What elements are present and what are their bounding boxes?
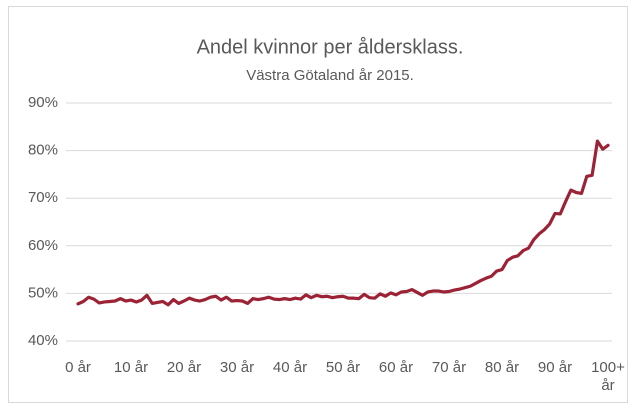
chart-subtitle: Västra Götaland år 2015. <box>246 67 414 84</box>
x-tick-label: 90 år <box>537 359 573 376</box>
x-tick-label: 10 år <box>113 359 149 376</box>
y-tick-label: 60% <box>28 237 58 254</box>
y-tick-label: 40% <box>28 332 58 349</box>
chart-title: Andel kvinnor per åldersklass. <box>197 36 464 58</box>
x-tick-label: 50 år <box>325 359 361 376</box>
x-tick-label: 60 år <box>378 359 414 376</box>
x-tick-label: 0 år <box>65 359 91 376</box>
y-tick-label: 50% <box>28 284 58 301</box>
x-tick-label: 100+ år <box>591 359 625 394</box>
x-tick-label: 80 år <box>484 359 520 376</box>
x-tick-label: 30 år <box>219 359 255 376</box>
x-tick-label: 70 år <box>431 359 467 376</box>
data-line <box>76 139 610 307</box>
x-tick-label: 20 år <box>166 359 202 376</box>
y-tick-label: 80% <box>28 142 58 159</box>
x-tick-label: 40 år <box>272 359 308 376</box>
y-tick-label: 70% <box>28 189 58 206</box>
chart-border <box>8 6 628 403</box>
y-tick-label: 90% <box>28 94 58 111</box>
